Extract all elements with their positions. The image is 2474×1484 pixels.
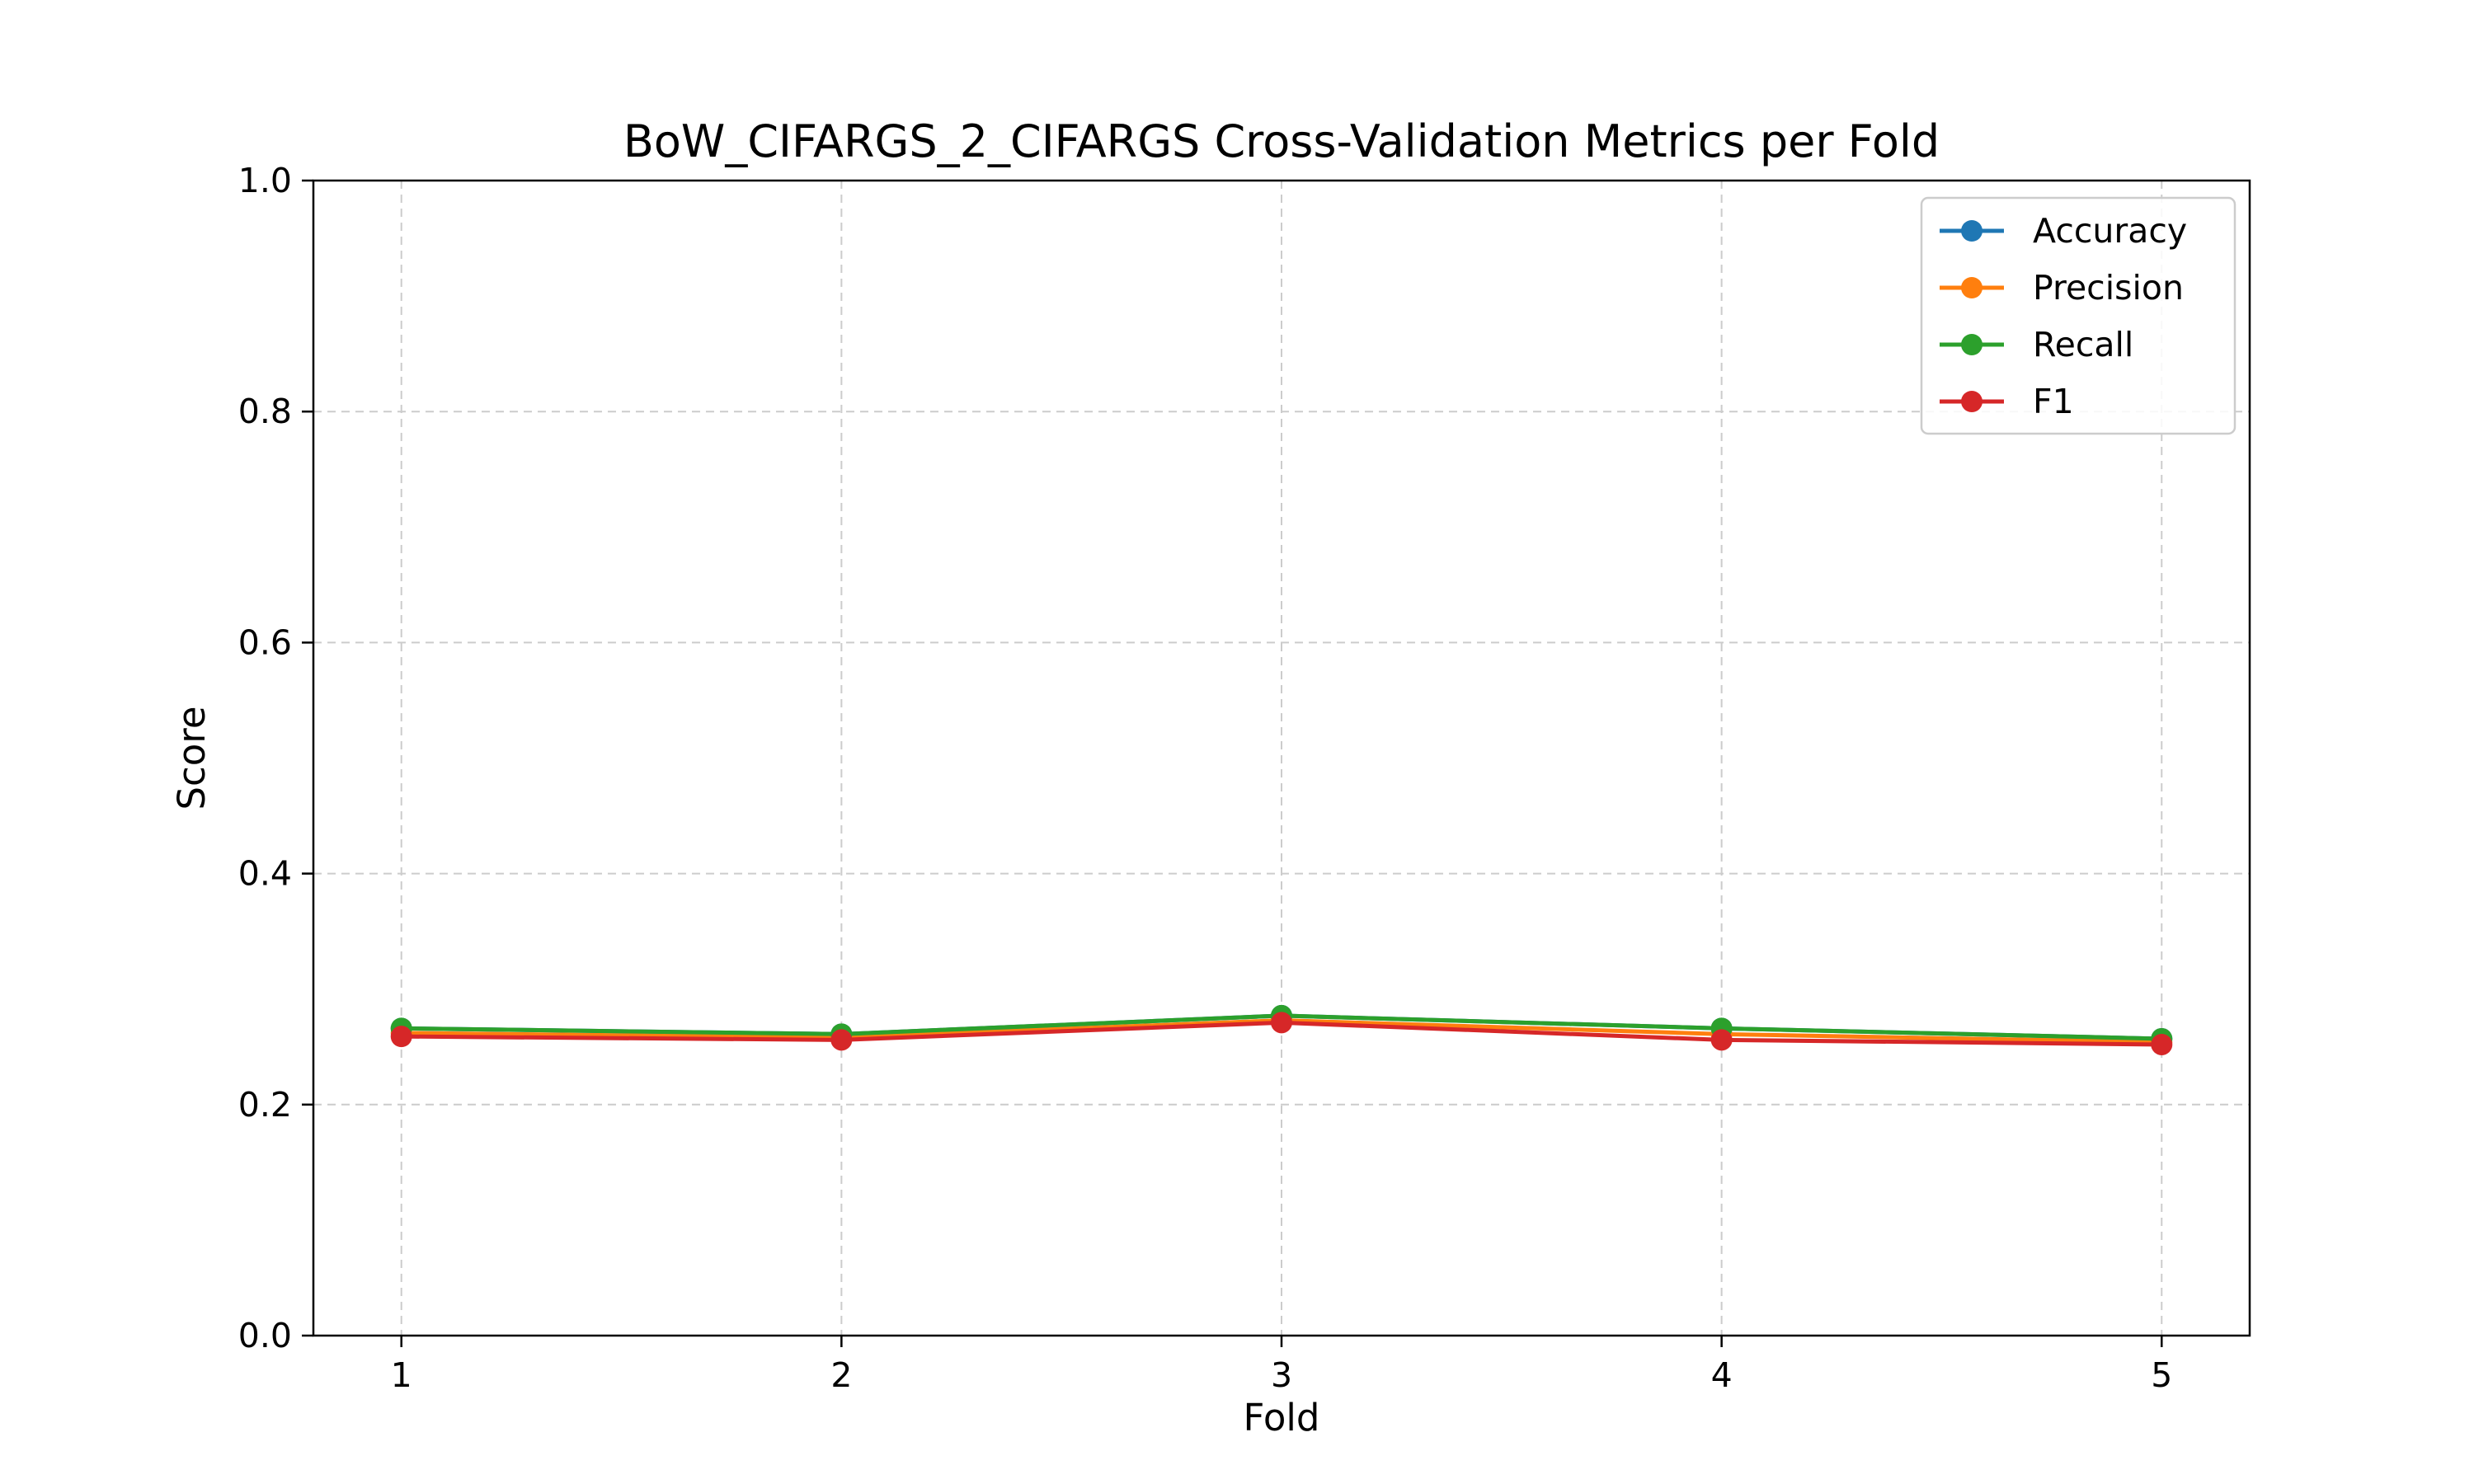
y-tick-label: 0.0 [238, 1316, 292, 1355]
x-tick-label: 4 [1711, 1355, 1733, 1395]
legend-swatch-marker [1961, 277, 1982, 298]
series-layer [390, 1004, 2173, 1055]
legend-item-precision: Precision [1940, 268, 2184, 308]
y-tick-label: 0.2 [238, 1085, 292, 1125]
data-point [1271, 1012, 1292, 1034]
legend-label: F1 [2033, 382, 2074, 421]
legend: Accuracy Precision Recall F1 [1920, 196, 2236, 435]
x-axis-label: Fold [1244, 1396, 1320, 1439]
legend-label: Accuracy [2033, 211, 2187, 251]
x-tick-label: 3 [1271, 1355, 1292, 1395]
legend-item-f1: F1 [1940, 382, 2074, 421]
data-point [390, 1026, 412, 1048]
legend-swatch-marker [1961, 220, 1982, 242]
legend-label: Precision [2033, 268, 2184, 308]
x-tick-label: 5 [2151, 1355, 2172, 1395]
chart-title: BoW_CIFARGS_2_CIFARGS Cross-Validation M… [623, 115, 1940, 167]
y-tick-label: 0.4 [238, 854, 292, 894]
y-tick-label: 0.8 [238, 392, 292, 431]
y-axis-label: Score [170, 706, 214, 810]
ticks: 1 2 3 4 5 0.0 0.2 0.4 0.6 0.8 1.0 [238, 161, 2173, 1395]
data-point [2151, 1033, 2173, 1055]
legend-box [1920, 196, 2236, 435]
y-tick-label: 1.0 [238, 161, 292, 200]
legend-label: Recall [2033, 325, 2133, 364]
legend-item-recall: Recall [1940, 325, 2133, 364]
data-point [830, 1029, 853, 1051]
x-tick-label: 1 [391, 1355, 412, 1395]
series-f1 [390, 1012, 2173, 1055]
data-point [1710, 1029, 1733, 1051]
legend-swatch-marker [1961, 391, 1982, 412]
x-tick-label: 2 [830, 1355, 852, 1395]
legend-swatch-marker [1961, 334, 1982, 355]
y-tick-label: 0.6 [238, 622, 292, 662]
legend-item-accuracy: Accuracy [1940, 211, 2187, 251]
